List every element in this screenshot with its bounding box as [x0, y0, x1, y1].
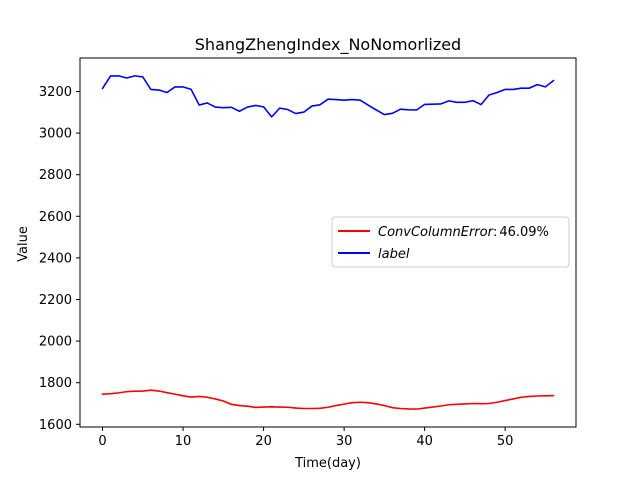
x-axis-label: Time(day)	[294, 456, 361, 471]
x-tick-label: 50	[497, 434, 514, 449]
y-tick-label: 2400	[39, 251, 72, 266]
y-tick-label: 1800	[39, 376, 72, 391]
y-tick-label: 3200	[39, 85, 72, 100]
y-tick-label: 1600	[39, 418, 72, 433]
legend-box	[331, 216, 570, 268]
y-tick-label: 2800	[39, 168, 72, 183]
legend-separator: :	[493, 225, 497, 240]
legend-label-conv-column-error: ConvColumnError: 46.09%	[378, 225, 549, 240]
plot-frame	[79, 57, 577, 428]
x-tick-label: 10	[175, 434, 192, 449]
legend-label-label: label	[378, 247, 410, 262]
legend: ConvColumnError: 46.09% label	[331, 216, 570, 268]
y-tick-label: 2600	[39, 210, 72, 225]
legend-series-name: ConvColumnError	[378, 225, 495, 240]
y-tick-label: 2200	[39, 293, 72, 308]
plot-area	[79, 57, 577, 428]
x-tick-label: 20	[255, 434, 272, 449]
y-axis-label: Value	[16, 226, 31, 262]
chart-title: ShangZhengIndex_NoNomorlized	[195, 35, 461, 55]
legend-error-value: 46.09%	[499, 225, 549, 240]
y-tick-label: 2000	[39, 335, 72, 350]
x-tick-label: 40	[416, 434, 433, 449]
x-tick-label: 30	[336, 434, 353, 449]
series-line-conv-column-error	[101, 389, 555, 410]
x-axis: 0 10 20 30 40 50	[98, 427, 513, 449]
y-tick-label: 3000	[39, 127, 72, 142]
x-tick-label: 0	[98, 434, 106, 449]
series-line-label	[101, 75, 555, 118]
y-axis: 1600 1800 2000 2200 2400 2600 2800 3000 3200	[39, 85, 80, 433]
